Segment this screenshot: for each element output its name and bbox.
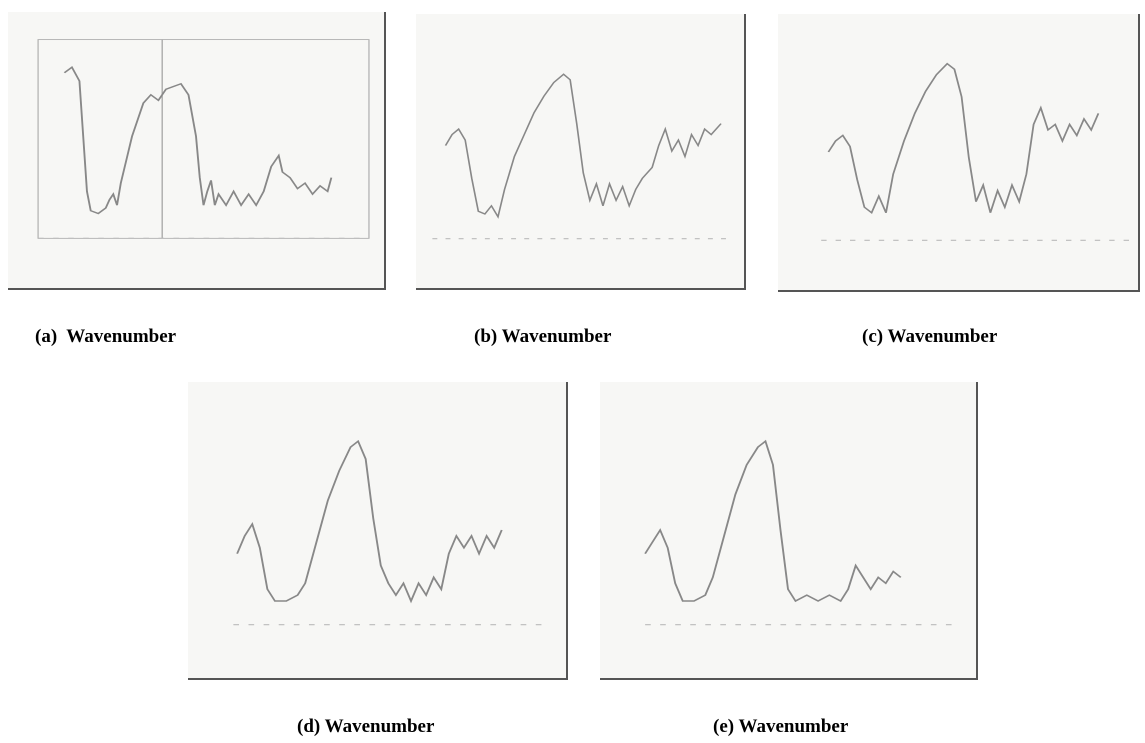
caption: (c) Wavenumber xyxy=(862,326,997,348)
caption: (d) Wavenumber xyxy=(297,716,434,738)
caption: (e) Wavenumber xyxy=(713,716,848,738)
spectrum-sketch xyxy=(778,14,1138,290)
spectrum-image-d xyxy=(188,382,568,680)
spectrum-sketch xyxy=(8,12,384,288)
spectrum-image-a xyxy=(8,12,386,290)
caption: (a) Wavenumber xyxy=(35,326,176,348)
figure-page: (a) Wavenumber (b) Wavenumber (c) Wavenu… xyxy=(0,0,1145,743)
caption: (b) Wavenumber xyxy=(474,326,611,348)
spectrum-sketch xyxy=(188,382,566,678)
spectrum-sketch xyxy=(600,382,976,678)
spectrum-image-c xyxy=(778,14,1140,292)
spectrum-image-e xyxy=(600,382,978,680)
spectrum-image-b xyxy=(416,14,746,290)
spectrum-sketch xyxy=(416,14,744,288)
